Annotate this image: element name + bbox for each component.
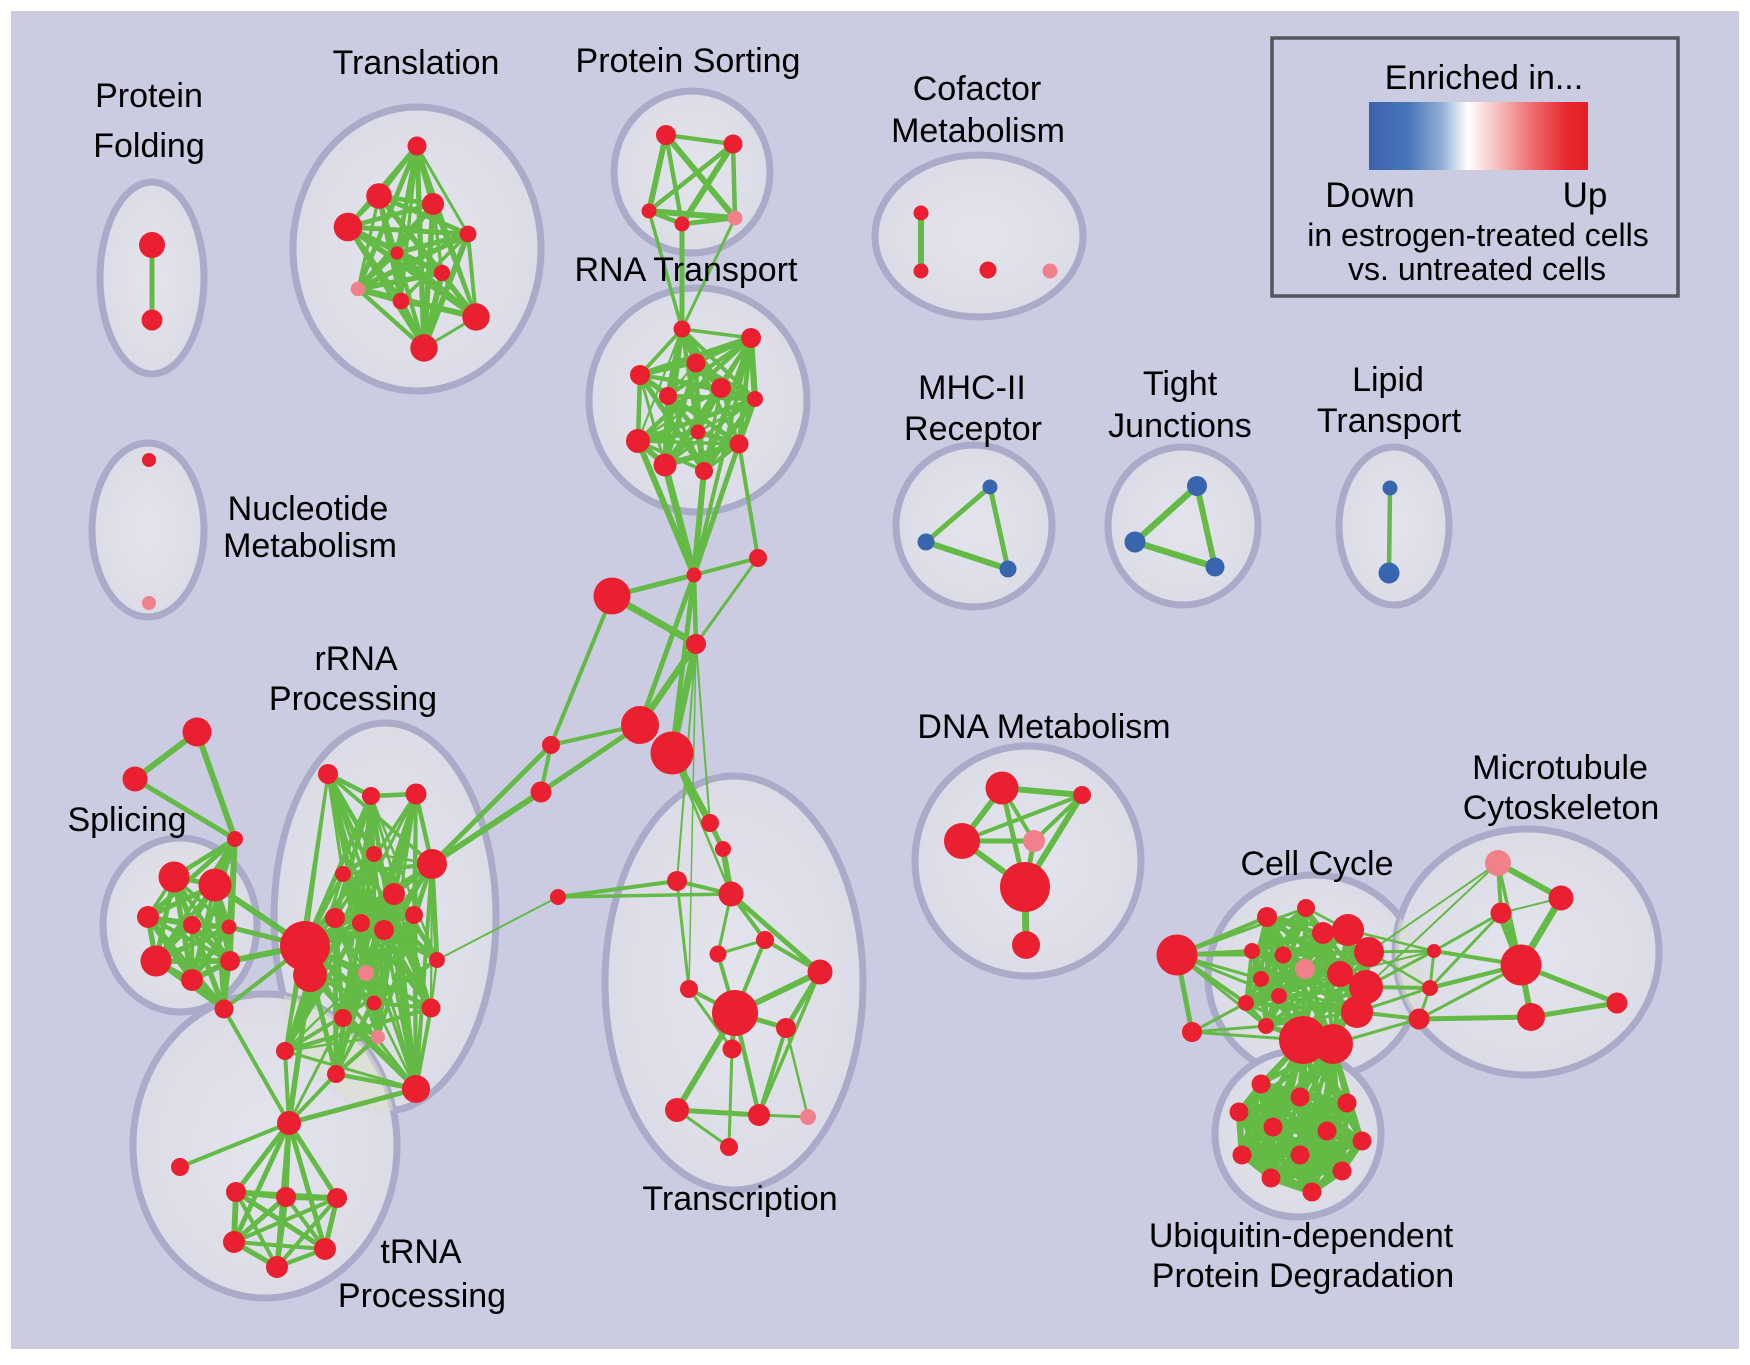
svg-text:Protein Sorting: Protein Sorting xyxy=(576,42,801,80)
svg-text:Lipid: Lipid xyxy=(1352,361,1424,399)
svg-text:Receptor: Receptor xyxy=(904,410,1042,448)
svg-text:vs. untreated cells: vs. untreated cells xyxy=(1348,251,1606,287)
svg-text:tRNA: tRNA xyxy=(380,1233,462,1271)
svg-text:Splicing: Splicing xyxy=(67,801,186,839)
svg-text:Microtubule: Microtubule xyxy=(1472,749,1648,787)
svg-text:Protein Degradation: Protein Degradation xyxy=(1152,1257,1454,1295)
svg-text:Translation: Translation xyxy=(333,44,500,82)
svg-text:RNA Transport: RNA Transport xyxy=(575,251,799,289)
svg-text:Down: Down xyxy=(1325,176,1414,215)
svg-text:Cofactor: Cofactor xyxy=(913,70,1042,108)
svg-text:Processing: Processing xyxy=(338,1277,506,1315)
svg-text:Cell Cycle: Cell Cycle xyxy=(1240,845,1393,883)
svg-text:Enriched in...: Enriched in... xyxy=(1385,59,1583,97)
svg-text:Folding: Folding xyxy=(93,127,205,165)
svg-text:DNA Metabolism: DNA Metabolism xyxy=(917,708,1170,746)
svg-text:Cytoskeleton: Cytoskeleton xyxy=(1463,789,1660,827)
svg-text:Junctions: Junctions xyxy=(1108,407,1252,445)
svg-text:Metabolism: Metabolism xyxy=(223,527,397,565)
svg-text:Transport: Transport xyxy=(1317,402,1462,440)
svg-text:Processing: Processing xyxy=(269,680,437,718)
svg-text:Metabolism: Metabolism xyxy=(891,112,1065,150)
svg-text:in estrogen-treated cells: in estrogen-treated cells xyxy=(1307,217,1649,253)
svg-text:Tight: Tight xyxy=(1143,365,1218,403)
svg-text:MHC-II: MHC-II xyxy=(918,369,1026,407)
svg-text:Nucleotide: Nucleotide xyxy=(228,490,389,528)
svg-text:Ubiquitin-dependent: Ubiquitin-dependent xyxy=(1149,1217,1454,1255)
svg-text:Up: Up xyxy=(1563,176,1608,215)
svg-text:Protein: Protein xyxy=(95,77,203,115)
svg-text:rRNA: rRNA xyxy=(314,640,397,678)
svg-text:Transcription: Transcription xyxy=(642,1180,837,1218)
